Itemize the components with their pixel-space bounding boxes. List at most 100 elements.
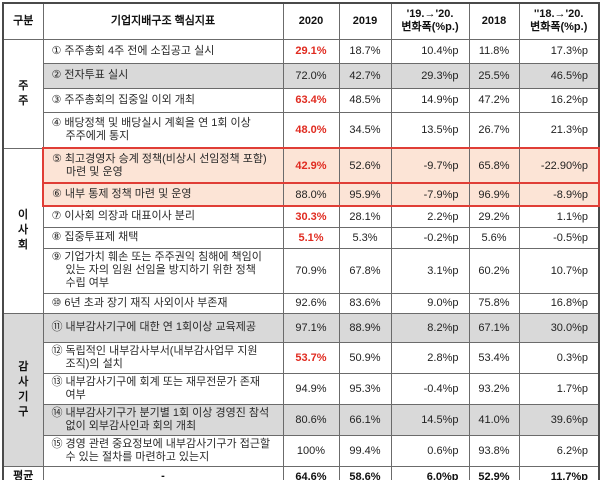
value-2019-cell: 83.6% — [338, 292, 392, 314]
value-2020-cell: 72.0% — [282, 62, 340, 89]
value-2020-cell: 100% — [282, 434, 340, 467]
value-2019-cell: 95.3% — [338, 372, 392, 405]
indicator-cell: ⑧ 집중투표제 채택 — [42, 226, 284, 249]
change-18-20-cell: 1.1%p — [518, 205, 600, 228]
value-2020-cell: 30.3% — [282, 205, 340, 228]
indicator-cell: ⑪ 내부감사기구에 대한 연 1회이상 교육제공 — [42, 312, 284, 343]
change-18-20-cell: 6.2%p — [518, 434, 600, 467]
value-2018-cell: 93.2% — [468, 372, 520, 405]
value-2019-cell: 5.3% — [338, 226, 392, 249]
change-19-20-cell: 29.3%p — [390, 62, 470, 89]
value-2020-cell: 42.9% — [282, 147, 340, 184]
indicator-cell: ① 주주총회 4주 전에 소집공고 실시 — [42, 38, 284, 64]
change-18-20-cell: 17.3%p — [518, 38, 600, 64]
change-18-20-cell: 0.3%p — [518, 341, 600, 374]
change-19-20-cell: -9.7%p — [390, 147, 470, 184]
header-category: 구분 — [2, 2, 44, 40]
change-19-20-cell: 2.8%p — [390, 341, 470, 374]
indicator-cell: ④ 배당정책 및 배당실시 계획을 연 1회 이상 주주에게 통지 — [42, 111, 284, 149]
change-18-20-cell: -8.9%p — [518, 182, 600, 207]
change-19-20-cell: 9.0%p — [390, 292, 470, 314]
change-19-20-cell: 14.5%p — [390, 403, 470, 436]
value-2018-cell: 67.1% — [468, 312, 520, 343]
value-2020-cell: 94.9% — [282, 372, 340, 405]
value-2020-cell: 92.6% — [282, 292, 340, 314]
value-2018-cell: 53.4% — [468, 341, 520, 374]
value-2019-cell: 18.7% — [338, 38, 392, 64]
change-18-20-cell: 30.0%p — [518, 312, 600, 343]
average-value-2018: 52.9% — [468, 465, 520, 480]
value-2020-cell: 29.1% — [282, 38, 340, 64]
value-2019-cell: 52.6% — [338, 147, 392, 184]
change-18-20-cell: 1.7%p — [518, 372, 600, 405]
value-2019-cell: 42.7% — [338, 62, 392, 89]
value-2018-cell: 11.8% — [468, 38, 520, 64]
value-2020-cell: 88.0% — [282, 182, 340, 207]
value-2019-cell: 34.5% — [338, 111, 392, 149]
average-change-18-20: 11.7%p — [518, 465, 600, 480]
indicator-cell: ② 전자투표 실시 — [42, 62, 284, 89]
indicator-row-12: ⑫ 독립적인 내부감사부서(내부감사업무 지원 조직)의 설치 53.7% 50.9… — [3, 341, 600, 374]
value-2018-cell: 96.9% — [468, 182, 520, 207]
indicator-cell: ⑦ 이사회 의장과 대표이사 분리 — [42, 205, 284, 228]
header-2019: 2019 — [338, 2, 392, 40]
value-2020-cell: 63.4% — [282, 87, 340, 113]
indicator-row-13: ⑬ 내부감사기구에 회계 또는 재무전문가 존재 여부 94.9% 95.3% -0.… — [3, 372, 600, 405]
average-change-19-20: 6.0%p — [390, 465, 470, 480]
indicator-cell: ⑤ 최고경영자 승계 정책(비상시 선임정책 포함) 마련 및 운영 — [42, 147, 284, 184]
value-2020-cell: 80.6% — [282, 403, 340, 436]
header-indicator: 기업지배구조 핵심지표 — [42, 2, 284, 40]
value-2020-cell: 53.7% — [282, 341, 340, 374]
value-2018-cell: 60.2% — [468, 247, 520, 294]
indicator-row-3: ③ 주주총회의 집중일 이외 개최 63.4% 48.5% 14.9%p 47.2% 16… — [3, 87, 600, 113]
value-2019-cell: 48.5% — [338, 87, 392, 113]
indicator-row-9: ⑨ 기업가치 훼손 또는 주주권익 침해에 책임이 있는 자의 임원 선임을 방… — [3, 247, 600, 294]
value-2018-cell: 29.2% — [468, 205, 520, 228]
average-label: 평균 — [2, 465, 44, 480]
change-19-20-cell: -7.9%p — [390, 182, 470, 207]
indicator-row-8: ⑧ 집중투표제 채택 5.1% 5.3% -0.2%p 5.6% -0.5%p — [3, 226, 600, 249]
average-value-2020: 64.6% — [282, 465, 340, 480]
header-2020: 2020 — [282, 2, 340, 40]
average-value-2019: 58.6% — [338, 465, 392, 480]
change-19-20-cell: 8.2%p — [390, 312, 470, 343]
indicator-row-15: ⑮ 경영 관련 중요정보에 내부감사기구가 접근할 수 있는 절차를 마련하고 … — [3, 434, 600, 467]
change-19-20-cell: 0.6%p — [390, 434, 470, 467]
value-2018-cell: 65.8% — [468, 147, 520, 184]
header-row: 구분 기업지배구조 핵심지표 2020 2019 '19.→'20. 변화폭(%… — [2, 2, 600, 40]
indicator-row-6: ⑥ 내부 통제 정책 마련 및 운영 88.0% 95.9% -7.9%p 96.9% -… — [3, 182, 600, 207]
change-18-20-cell: 21.3%p — [518, 111, 600, 149]
value-2019-cell: 66.1% — [338, 403, 392, 436]
value-2019-cell: 95.9% — [338, 182, 392, 207]
indicator-cell: ⑭ 내부감사기구가 분기별 1회 이상 경영진 참석 없이 외부감사인과 회의 … — [42, 403, 284, 436]
change-19-20-cell: 10.4%p — [390, 38, 470, 64]
change-18-20-cell: 10.7%p — [518, 247, 600, 294]
header-2018: 2018 — [468, 2, 520, 40]
value-2018-cell: 5.6% — [468, 226, 520, 249]
value-2018-cell: 47.2% — [468, 87, 520, 113]
indicator-cell: ⑮ 경영 관련 중요정보에 내부감사기구가 접근할 수 있는 절차를 마련하고 … — [42, 434, 284, 467]
value-2019-cell: 50.9% — [338, 341, 392, 374]
change-19-20-cell: 14.9%p — [390, 87, 470, 113]
value-2019-cell: 99.4% — [338, 434, 392, 467]
change-18-20-cell: -0.5%p — [518, 226, 600, 249]
average-row: 평균 - 64.6% 58.6% 6.0%p 52.9% 11.7%p — [2, 465, 600, 480]
value-2020-cell: 48.0% — [282, 111, 340, 149]
value-2019-cell: 67.8% — [338, 247, 392, 294]
change-19-20-cell: -0.4%p — [390, 372, 470, 405]
table-footer: 평균 - 64.6% 58.6% 6.0%p 52.9% 11.7%p — [2, 465, 600, 480]
change-18-20-cell: 16.2%p — [518, 87, 600, 113]
change-18-20-cell: 16.8%p — [518, 292, 600, 314]
change-18-20-cell: -22.90%p — [518, 147, 600, 184]
indicator-row-10: ⑩ 6년 초과 장기 재직 사외이사 부존재 92.6% 83.6% 9.0%p 75.… — [3, 292, 600, 314]
value-2019-cell: 88.9% — [338, 312, 392, 343]
indicator-cell: ⑥ 내부 통제 정책 마련 및 운영 — [42, 182, 284, 207]
value-2020-cell: 70.9% — [282, 247, 340, 294]
indicator-cell: ③ 주주총회의 집중일 이외 개최 — [42, 87, 284, 113]
